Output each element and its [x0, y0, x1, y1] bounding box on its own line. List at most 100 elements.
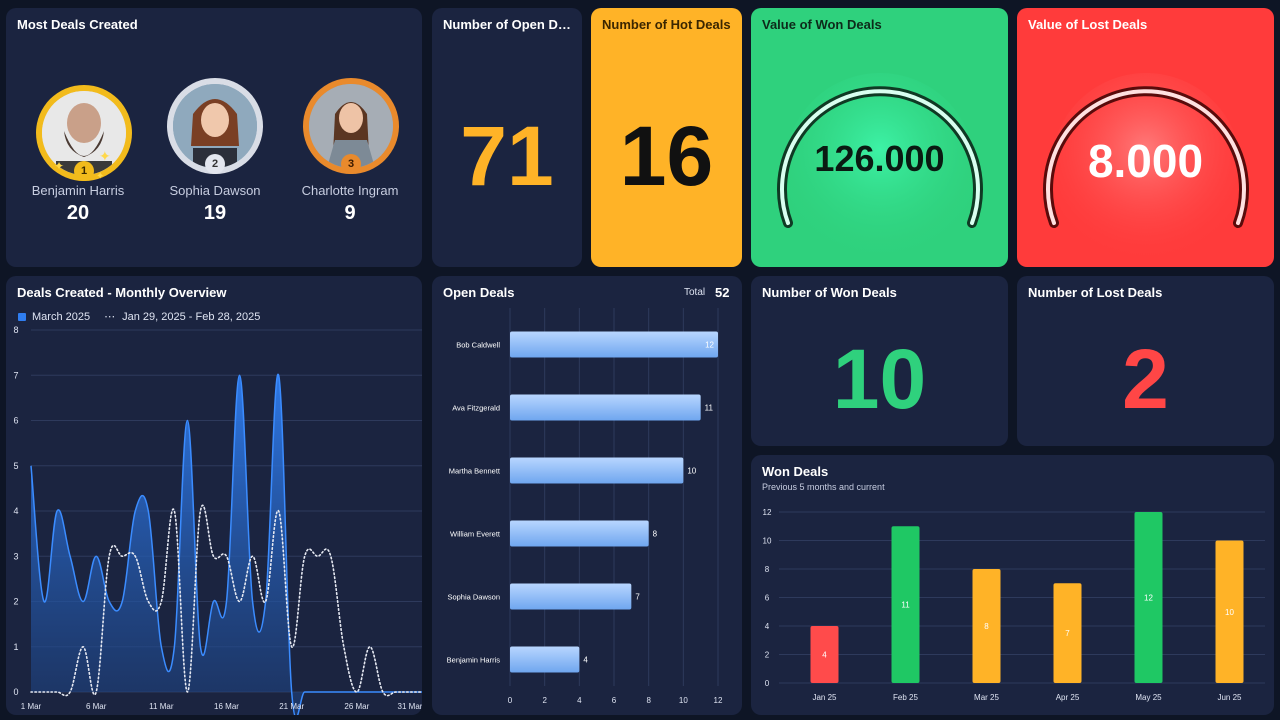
won-count-kpi-title: Number of Won Deals — [762, 285, 897, 300]
bar — [1134, 512, 1163, 683]
open-deals-total-label: Total — [684, 287, 706, 298]
bar — [510, 520, 649, 547]
x-tick-label: Jun 25 — [1217, 693, 1242, 702]
y-tick-label: 2 — [13, 597, 18, 607]
y-tick-label: 5 — [13, 461, 18, 471]
x-tick-label: 21 Mar — [279, 702, 304, 711]
won-count-kpi-value: 10 — [832, 332, 927, 426]
won-deals-chart-card: Won Deals Previous 5 months and current … — [751, 455, 1274, 715]
x-tick-label: 10 — [679, 696, 688, 705]
lost-count-kpi-card[interactable]: Number of Lost Deals 2 — [1017, 276, 1274, 446]
hot-deals-kpi-value: 16 — [619, 109, 714, 203]
open-deals-kpi-title: Number of Open Deals — [443, 17, 571, 32]
x-tick-label: 31 Mar — [398, 702, 422, 711]
rank-badge-2: 2 — [205, 154, 225, 174]
category-label: Ava Fitzgerald — [452, 404, 500, 413]
person-name: Charlotte Ingram — [301, 183, 399, 198]
y-tick-label: 3 — [13, 551, 18, 561]
hot-deals-kpi-title: Number of Hot Deals — [602, 17, 731, 32]
sparkle-icon: ✦ — [99, 148, 111, 164]
y-tick-label: 12 — [763, 508, 772, 517]
open-deals-total-value: 52 — [715, 285, 730, 300]
data-label: 8 — [653, 530, 658, 539]
most-deals-card: Most Deals Created 1 ✦ ✦ ✦ Benjamin Harr… — [6, 8, 422, 267]
x-tick-label: 6 — [612, 696, 617, 705]
bar — [510, 394, 701, 421]
x-tick-label: 0 — [508, 696, 513, 705]
rank-badge-1: 1 — [74, 161, 94, 181]
rank-badge-3: 3 — [341, 154, 361, 174]
bar — [510, 457, 684, 484]
x-tick-label: 2 — [542, 696, 547, 705]
data-label: 4 — [822, 651, 827, 660]
person-count: 19 — [203, 202, 227, 224]
bar — [1053, 583, 1082, 683]
y-tick-label: 6 — [13, 416, 18, 426]
won-deals-bar-chart[interactable]: 0 2 4 6 8 10 12 4 Jan 25 11 Feb 25 8 Mar 25 7 Apr 25 12… — [751, 455, 1274, 715]
avatar-benjamin[interactable]: 1 ✦ ✦ ✦ — [36, 85, 132, 182]
data-label: 8 — [984, 622, 989, 631]
data-label: 4 — [583, 656, 588, 665]
monthly-area-chart[interactable]: 0 1 2 3 4 5 6 7 8 1 Mar 6 Mar 11 Mar 16 Mar 21 Mar 26 … — [6, 276, 422, 715]
x-tick-label: Feb 25 — [893, 693, 918, 702]
won-value-kpi-card[interactable]: Value of Won Deals 126.000 — [751, 8, 1008, 267]
data-label: 10 — [687, 467, 696, 476]
series-previous-line — [30, 504, 422, 697]
open-deals-kpi-card[interactable]: Number of Open Deals 71 — [432, 8, 582, 267]
x-tick-label: Mar 25 — [974, 693, 999, 702]
bar — [810, 626, 839, 683]
data-label: 7 — [635, 593, 640, 602]
bar — [1215, 540, 1244, 683]
x-tick-label: 26 Mar — [344, 702, 369, 711]
category-label: Martha Bennett — [449, 467, 501, 476]
monthly-legend: March 2025 ⋯ Jan 29, 2025 - Feb 28, 2025 — [18, 310, 260, 323]
lost-count-kpi-title: Number of Lost Deals — [1028, 285, 1163, 300]
open-deals-chart-card: Open Deals Total 52 0 2 4 6 8 10 12 Bob Caldwel… — [432, 276, 742, 715]
open-deals-kpi-value: 71 — [460, 109, 554, 203]
avatar-sophia[interactable]: 2 — [167, 78, 263, 174]
bar — [510, 583, 632, 610]
won-value-kpi-value: 126.000 — [814, 138, 945, 179]
sparkle-icon: ✦ — [54, 159, 65, 173]
y-tick-label: 2 — [765, 651, 770, 660]
lost-count-kpi-value: 2 — [1122, 332, 1169, 426]
sparkle-icon: ✦ — [96, 171, 105, 182]
lost-value-gauge — [1043, 73, 1249, 263]
x-tick-label: 6 Mar — [86, 702, 107, 711]
legend-previous[interactable]: Jan 29, 2025 - Feb 28, 2025 — [122, 310, 261, 323]
won-count-kpi-card[interactable]: Number of Won Deals 10 — [751, 276, 1008, 446]
avatar-charlotte[interactable]: 3 — [303, 78, 399, 174]
legend-dots-icon: ⋯ — [104, 311, 117, 323]
x-tick-label: 12 — [714, 696, 723, 705]
bar — [972, 569, 1001, 683]
category-label: Benjamin Harris — [447, 656, 501, 665]
series-march-area — [31, 374, 422, 715]
data-label: 7 — [1065, 629, 1070, 638]
person-count: 9 — [344, 202, 356, 224]
lost-value-kpi-card[interactable]: Value of Lost Deals 8.000 — [1017, 8, 1274, 267]
y-tick-label: 8 — [765, 565, 770, 574]
legend-current[interactable]: March 2025 — [32, 310, 91, 323]
category-label: Bob Caldwell — [456, 341, 500, 350]
data-label: 12 — [1144, 594, 1153, 603]
x-tick-label: 1 Mar — [21, 702, 42, 711]
open-deals-bar-chart[interactable]: 0 2 4 6 8 10 12 Bob Caldwell 12 Ava Fitzgerald 11 M… — [432, 276, 742, 715]
x-tick-label: 16 Mar — [214, 702, 239, 711]
legend-square-icon — [18, 312, 26, 321]
x-tick-label: 4 — [577, 696, 582, 705]
bar — [510, 331, 718, 358]
x-tick-label: 11 Mar — [149, 702, 174, 711]
y-tick-label: 6 — [765, 594, 770, 603]
data-label: 10 — [1225, 608, 1234, 617]
person-name: Benjamin Harris — [31, 183, 125, 198]
most-deals-title: Most Deals Created — [17, 17, 138, 32]
won-value-gauge — [777, 73, 983, 263]
person-name: Sophia Dawson — [169, 183, 261, 198]
x-tick-label: May 25 — [1135, 693, 1162, 702]
y-tick-label: 7 — [13, 370, 18, 380]
y-tick-label: 4 — [13, 506, 18, 516]
lost-value-kpi-value: 8.000 — [1087, 135, 1204, 187]
x-tick-label: Jan 25 — [812, 693, 837, 702]
category-label: William Everett — [450, 530, 501, 539]
hot-deals-kpi-card[interactable]: Number of Hot Deals 16 — [591, 8, 742, 267]
